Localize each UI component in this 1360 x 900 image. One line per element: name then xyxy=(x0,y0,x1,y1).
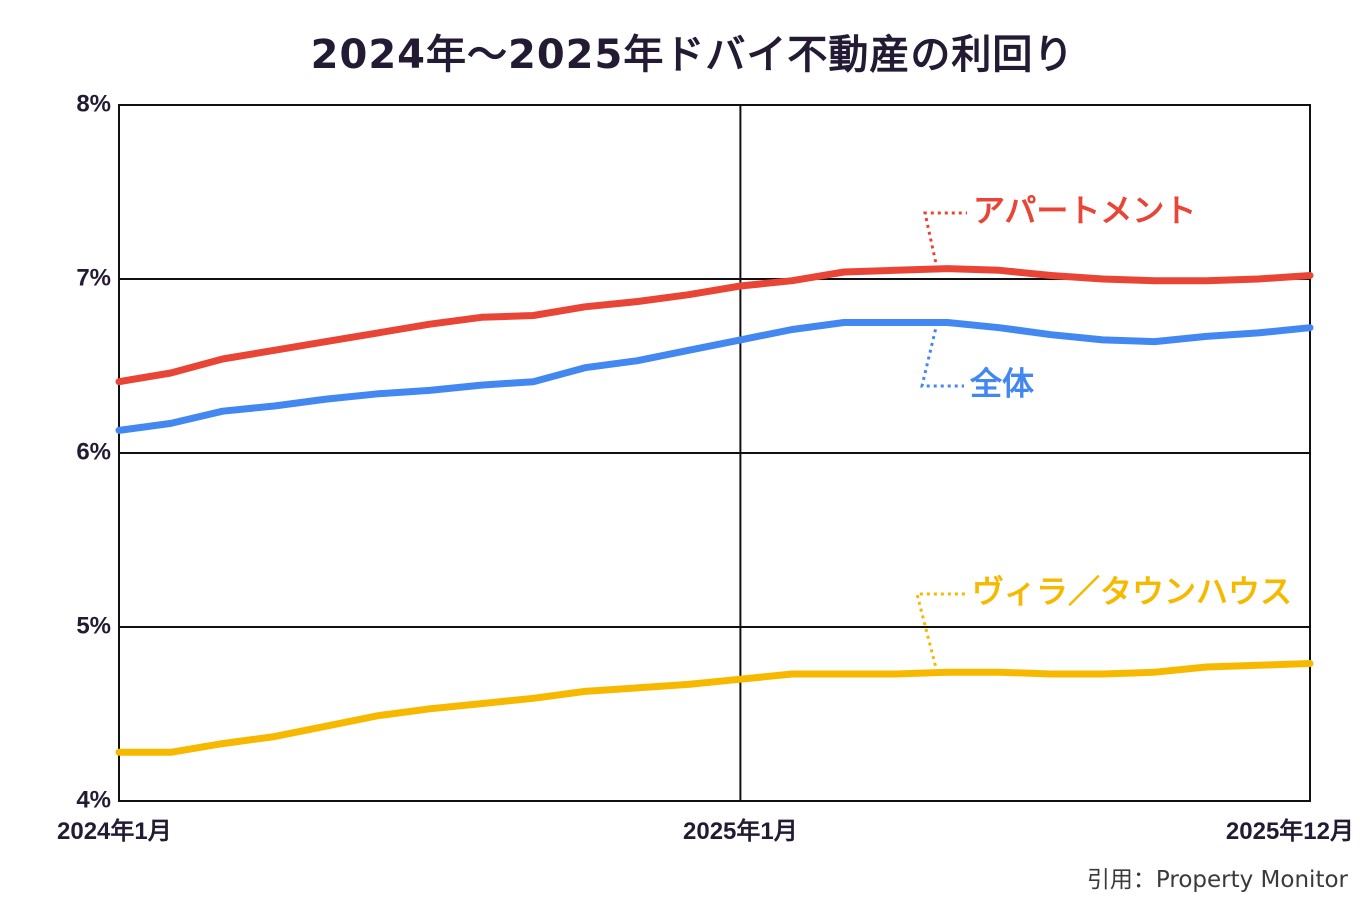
y-tick-label: 4% xyxy=(76,786,111,813)
series-label: 全体 xyxy=(969,365,1034,401)
series-leader-line xyxy=(915,592,966,673)
chart-title: 2024年～2025年ドバイ不動産の利回り xyxy=(310,32,1075,78)
axis-labels: 8% 7% 6% 5% 4% 2024年1月 2025年1月 2025年12月 xyxy=(57,90,1354,845)
series-line xyxy=(115,660,1314,756)
series-label: ヴィラ／タウンハウス xyxy=(972,573,1292,609)
series-line xyxy=(115,265,1314,386)
x-tick-label: 2024年1月 xyxy=(57,817,172,845)
source-note: 引用：Property Monitor xyxy=(1086,867,1348,893)
x-tick-label: 2025年12月 xyxy=(1226,817,1354,845)
y-tick-label: 6% xyxy=(76,438,111,465)
series-line xyxy=(115,319,1314,434)
series-label: アパートメント xyxy=(973,192,1196,228)
y-tick-label: 7% xyxy=(76,264,111,291)
x-tick-label: 2025年1月 xyxy=(683,817,798,845)
series-leader-line xyxy=(923,211,967,270)
series-leader-line xyxy=(920,322,964,388)
y-tick-label: 5% xyxy=(76,612,111,639)
plot-frame xyxy=(118,104,1311,802)
series-layer xyxy=(115,265,1314,756)
y-tick-label: 8% xyxy=(76,90,111,117)
